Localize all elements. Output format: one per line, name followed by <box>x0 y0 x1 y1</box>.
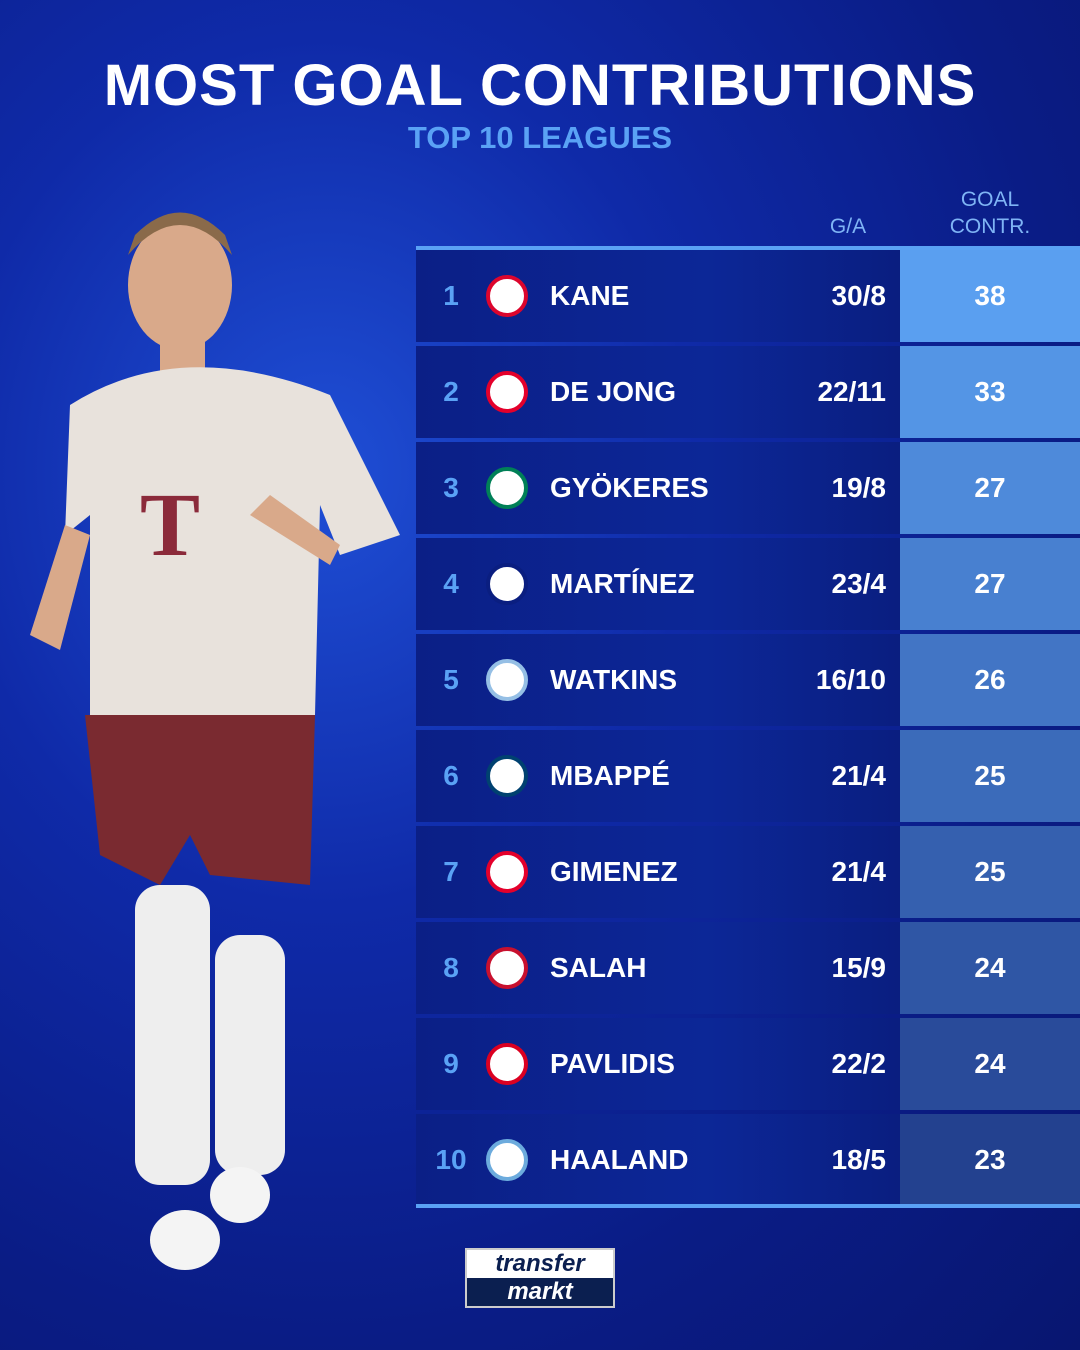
aston-villa-crest-icon <box>486 659 528 701</box>
goal-contributions: 38 <box>900 250 1080 342</box>
goals-assists: 23/4 <box>831 568 887 599</box>
svg-text:T: T <box>140 476 200 575</box>
goal-contributions: 24 <box>900 1018 1080 1110</box>
goal-contributions: 33 <box>900 346 1080 438</box>
rank: 4 <box>443 568 459 599</box>
rank: 5 <box>443 664 459 695</box>
goals-assists: 22/2 <box>831 1048 887 1079</box>
sporting-cp-crest-icon <box>486 467 528 509</box>
player-name: SALAH <box>550 952 647 983</box>
logo-text: markt <box>467 1278 613 1306</box>
table-bottom-divider <box>416 1204 1080 1208</box>
table-row: 6 MBAPPÉ 21/4 25 <box>416 730 1080 822</box>
player-name: HAALAND <box>550 1144 689 1175</box>
table-row: 5 WATKINS 16/10 26 <box>416 634 1080 726</box>
row-main: 6 MBAPPÉ 21/4 <box>416 730 900 822</box>
column-header-line: CONTR. <box>949 215 1031 238</box>
manchester-city-crest-icon <box>486 1139 528 1181</box>
page-title: MOST GOAL CONTRIBUTIONS <box>103 53 977 118</box>
page-subtitle: TOP 10 LEAGUES <box>407 120 673 155</box>
column-header-goal-contr: GOAL CONTR. <box>900 186 1080 240</box>
table-top-divider <box>416 246 1080 250</box>
bayern-munich-crest-icon <box>486 275 528 317</box>
player-name: DE JONG <box>550 376 677 407</box>
goals-assists: 16/10 <box>815 664 886 695</box>
transfermarkt-logo: transfer markt <box>465 1248 615 1308</box>
table-row: 8 SALAH 15/9 24 <box>416 922 1080 1014</box>
table-row: 7 GIMENEZ 21/4 25 <box>416 826 1080 918</box>
goals-assists: 30/8 <box>831 280 887 311</box>
rank: 9 <box>443 1048 459 1079</box>
goals-assists: 15/9 <box>831 952 887 983</box>
goals-assists: 22/11 <box>817 376 886 407</box>
row-main: 8 SALAH 15/9 <box>416 922 900 1014</box>
table-row: 4 MARTÍNEZ 23/4 27 <box>416 538 1080 630</box>
rank: 10 <box>435 1144 467 1175</box>
player-name: GIMENEZ <box>550 856 678 887</box>
table-row: 2 DE JONG 22/11 33 <box>416 346 1080 438</box>
row-main: 10 HAALAND 18/5 <box>416 1114 900 1206</box>
goal-contributions: 27 <box>900 442 1080 534</box>
goals-assists: 21/4 <box>831 760 887 791</box>
goals-assists: 19/8 <box>831 472 887 503</box>
goals-assists: 21/4 <box>831 856 887 887</box>
player-photo: T <box>30 212 400 1270</box>
psv-crest-icon <box>486 371 528 413</box>
player-name: WATKINS <box>550 664 678 695</box>
row-main: 9 PAVLIDIS 22/2 <box>416 1018 900 1110</box>
player-name: PAVLIDIS <box>550 1048 675 1079</box>
inter-milan-crest-icon <box>486 563 528 605</box>
rank: 8 <box>443 952 459 983</box>
goal-contributions: 24 <box>900 922 1080 1014</box>
logo-text: transfer <box>467 1250 613 1278</box>
player-name: GYÖKERES <box>550 472 709 503</box>
row-main: 5 WATKINS 16/10 <box>416 634 900 726</box>
column-header-ga: G/A <box>829 215 867 238</box>
row-main: 4 MARTÍNEZ 23/4 <box>416 538 900 630</box>
player-name: MBAPPÉ <box>550 760 670 791</box>
goal-contributions: 27 <box>900 538 1080 630</box>
column-header-line: GOAL <box>960 188 1020 211</box>
goal-contributions: 23 <box>900 1114 1080 1206</box>
psg-crest-icon <box>486 755 528 797</box>
table-row: 3 GYÖKERES 19/8 27 <box>416 442 1080 534</box>
az-alkmaar-crest-icon <box>486 1043 528 1085</box>
player-name: MARTÍNEZ <box>550 568 695 599</box>
feyenoord-crest-icon <box>486 851 528 893</box>
rank: 2 <box>443 376 459 407</box>
row-main: 3 GYÖKERES 19/8 <box>416 442 900 534</box>
table-row: 9 PAVLIDIS 22/2 24 <box>416 1018 1080 1110</box>
goal-contributions: 25 <box>900 730 1080 822</box>
goal-contributions: 26 <box>900 634 1080 726</box>
rank: 7 <box>443 856 459 887</box>
player-name: KANE <box>550 280 630 311</box>
row-main: 2 DE JONG 22/11 <box>416 346 900 438</box>
row-main: 7 GIMENEZ 21/4 <box>416 826 900 918</box>
table-row: 10 HAALAND 18/5 23 <box>416 1114 1080 1206</box>
goals-assists: 18/5 <box>831 1144 887 1175</box>
table-row: 1 KANE 30/8 38 <box>416 250 1080 342</box>
rank: 3 <box>443 472 459 503</box>
rank: 1 <box>443 280 459 311</box>
liverpool-crest-icon <box>486 947 528 989</box>
row-main: 1 KANE 30/8 <box>416 250 900 342</box>
rank: 6 <box>443 760 459 791</box>
goal-contributions: 25 <box>900 826 1080 918</box>
